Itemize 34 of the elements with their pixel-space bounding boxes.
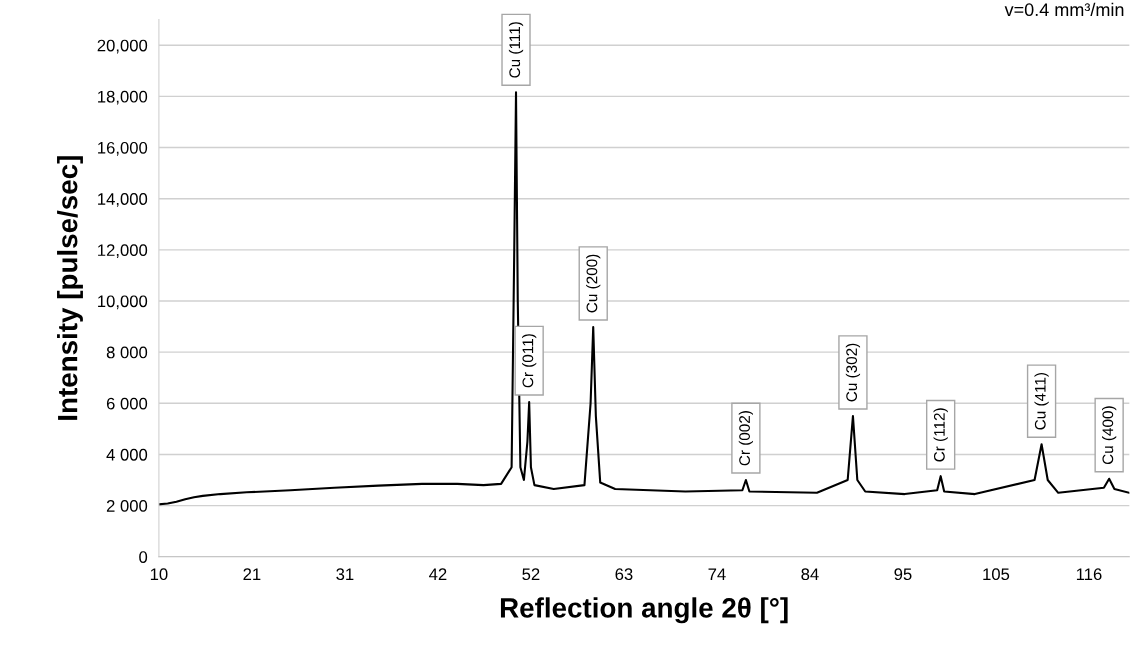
y-tick-label: 16,000 [98,141,148,156]
x-tick-label: 52 [522,568,540,581]
annotation: Cr (011) [522,334,537,388]
y-tick-label: 8 000 [106,346,148,359]
annotation: Cu (400) [1102,406,1117,465]
annotation: Cu (111) [508,22,524,78]
y-tick-label: 4 000 [106,448,148,461]
annotation: Cr (112) [933,408,948,462]
annotation: Cr (002) [738,411,754,466]
x-tick-label: 95 [894,568,912,581]
x-tick-label: 84 [801,568,819,581]
y-tick-label: 14,000 [98,193,148,207]
x-tick-label: 21 [243,568,261,580]
y-tick-label: 2 000 [106,500,148,512]
y-tick-label: 10,000 [98,295,148,310]
annotation: Cu (302) [845,343,861,402]
x-tick-label: 31 [336,568,354,581]
x-tick-label: 10 [150,568,168,581]
x-tick-label: 74 [708,568,726,580]
y-tick-label: 0 [139,551,148,563]
annotation: Cu (411) [1034,372,1049,430]
annotation: Cu (200) [586,254,601,313]
x-tick-label: 63 [615,568,633,581]
y-tick-label: 6 000 [106,397,148,410]
x-axis-title: Reflection angle 2θ [°] [500,597,788,624]
text: v=0.4 mm³/min [1004,2,1124,17]
line-series [158,91,1130,506]
x-tick-label: 42 [429,568,447,580]
y-axis-title: Intensity [pulse/sec] [57,156,83,420]
y-tick-label: 18,000 [98,90,148,105]
x-tick-label: 116 [1076,568,1102,581]
y-tick-label: 12,000 [98,244,148,259]
y-tick-label: 20,000 [97,39,148,54]
x-tick-label: 105 [983,568,1010,581]
